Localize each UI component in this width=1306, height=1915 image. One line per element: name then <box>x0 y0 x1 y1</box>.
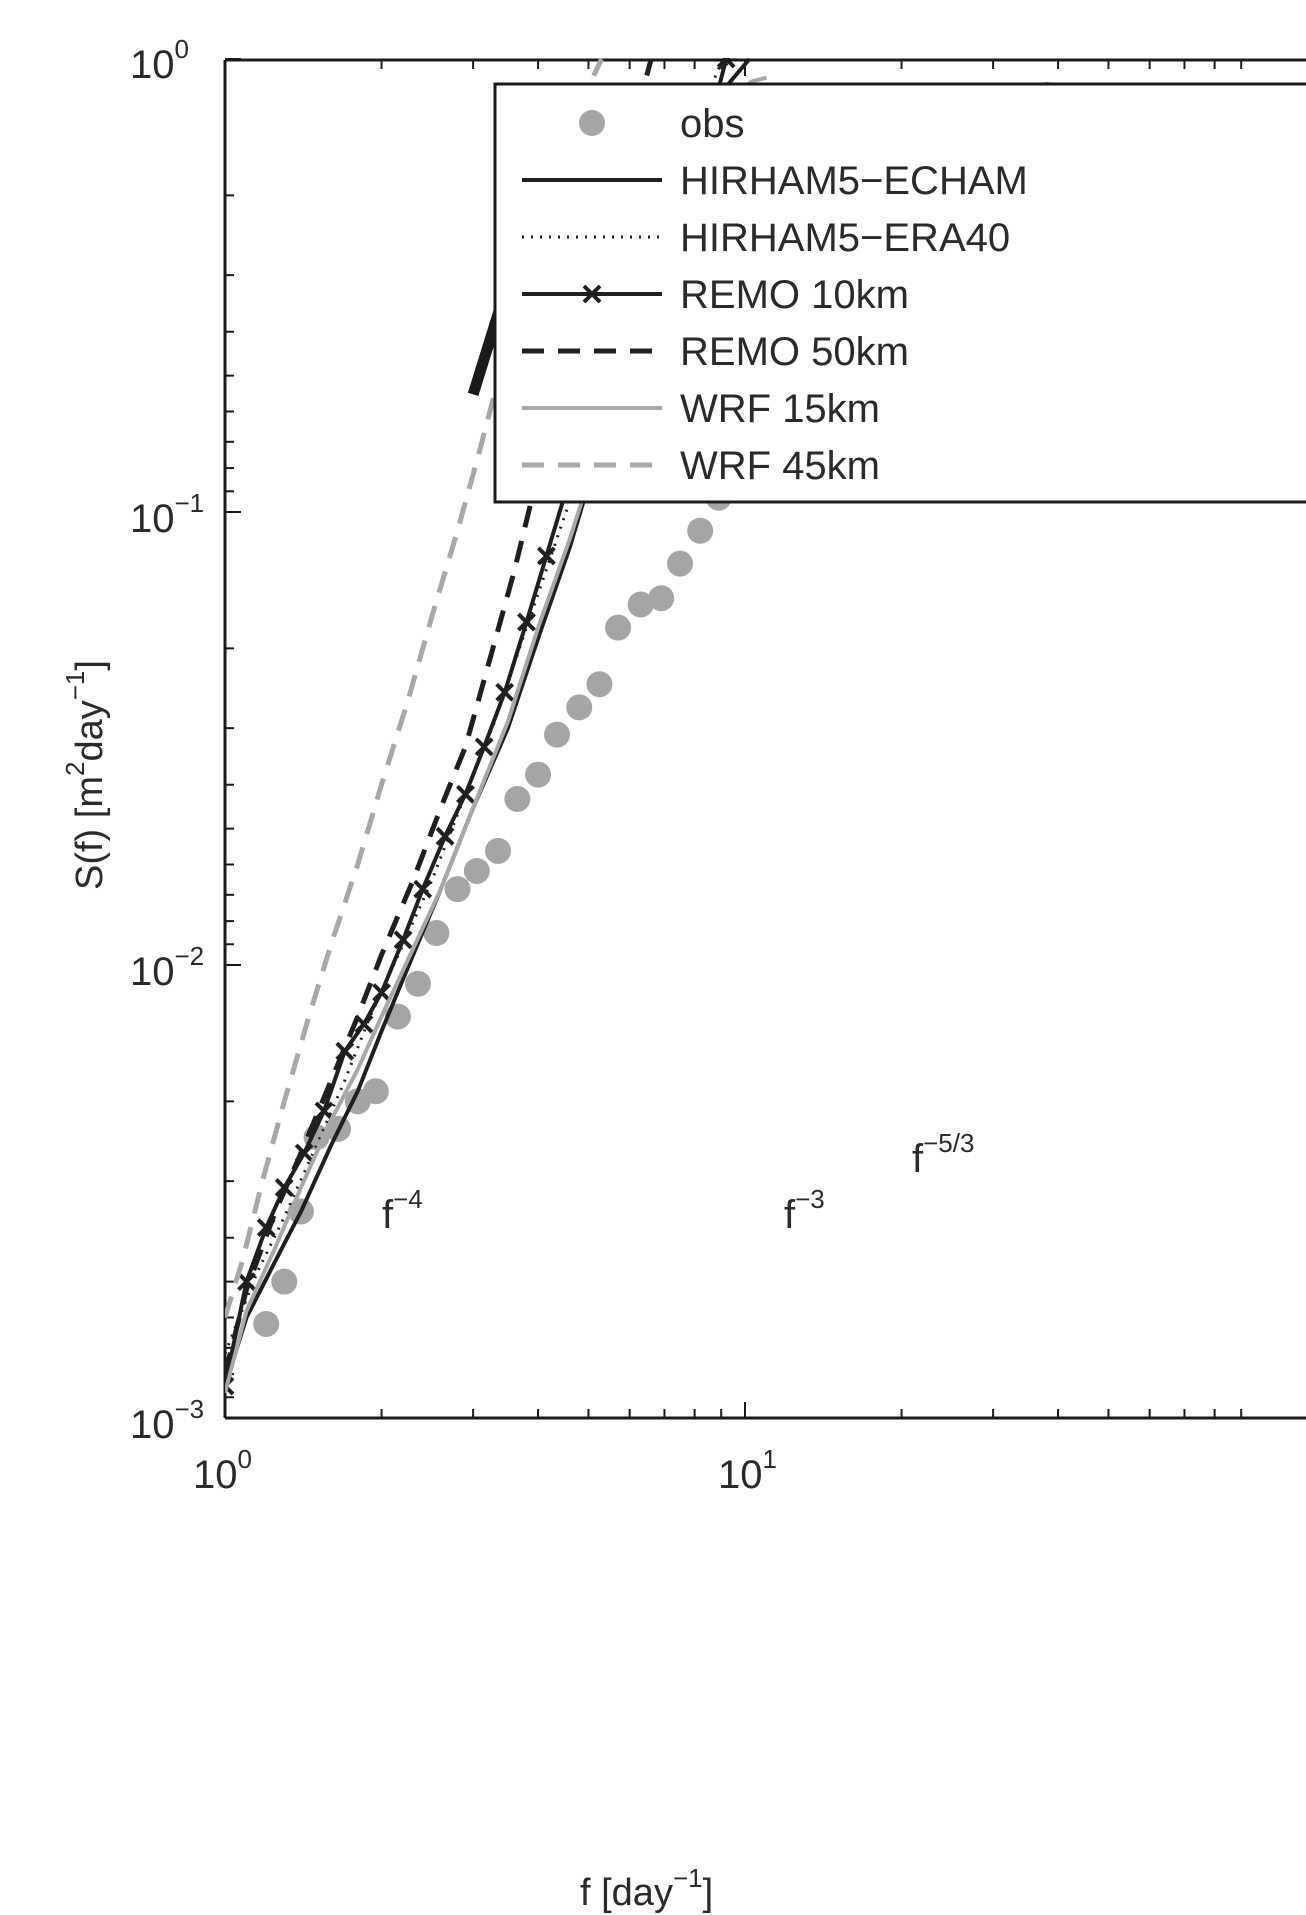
obs-point <box>253 1310 280 1337</box>
y-tick-label-3: 10−2 <box>130 941 204 994</box>
obs-point <box>566 694 593 721</box>
y-axis-label: S(f) [m2day−1] <box>60 660 111 890</box>
legend: obs HIRHAM5−ECHAM HIRHAM5−ERA40 REMO 10k… <box>493 82 1306 504</box>
slope-label-f-5-3: f−5/3 <box>912 1128 974 1181</box>
obs-point <box>504 785 531 812</box>
obs-point <box>362 1078 389 1105</box>
y-tick-label-1: 100 <box>130 34 189 87</box>
axes-frame <box>223 58 1306 1420</box>
axis-ticks <box>224 58 1243 1419</box>
remo-10km-marker <box>393 930 413 950</box>
obs-point <box>423 920 450 947</box>
legend-label-remo-50km: REMO 50km <box>680 330 909 374</box>
remo-10km-marker <box>517 612 536 632</box>
remo-10km-marker <box>435 826 455 846</box>
legend-label-wrf-15km: WRF 15km <box>680 387 880 431</box>
remo-10km-marker <box>314 1101 334 1121</box>
legend-label-wrf-45km: WRF 45km <box>680 444 880 488</box>
obs-point <box>544 721 571 748</box>
obs-point <box>485 837 512 864</box>
obs-point <box>525 761 552 788</box>
remo-10km-marker <box>372 983 391 1002</box>
obs-point <box>648 585 675 612</box>
slope-label-f-4: f−4 <box>382 1184 423 1237</box>
x-axis-label: f [day−1] <box>580 1863 713 1914</box>
legend-symbol-obs <box>579 110 605 136</box>
obs-point <box>404 970 431 997</box>
remo-10km-marker <box>225 1376 235 1396</box>
remo-10km-marker <box>495 682 515 702</box>
remo-10km-marker <box>237 1272 256 1292</box>
legend-label-remo-10km: REMO 10km <box>680 273 909 317</box>
remo-10km-marker <box>716 58 736 69</box>
obs-point <box>271 1268 298 1295</box>
legend-label-obs: obs <box>680 102 745 146</box>
remo-10km-marker <box>474 737 494 757</box>
legend-label-hirham5-echam: HIRHAM5−ECHAM <box>680 159 1028 203</box>
obs-point <box>444 876 471 903</box>
legend-symbols <box>522 110 662 468</box>
remo-10km-marker <box>456 784 475 804</box>
legend-x-marker <box>582 284 602 304</box>
remo-10km-marker <box>413 879 433 899</box>
y-tick-label-4: 10−3 <box>130 1394 204 1447</box>
x-tick-label-2: 101 <box>718 1444 777 1497</box>
obs-point <box>667 550 694 577</box>
x-tick-label-1: 100 <box>193 1444 252 1497</box>
remo-10km-marker <box>536 546 556 566</box>
slope-label-f-3: f−3 <box>784 1184 825 1237</box>
legend-label-hirham5-era40: HIRHAM5−ERA40 <box>680 216 1010 260</box>
y-tick-label-2: 10−1 <box>130 488 204 541</box>
obs-point <box>605 614 632 641</box>
obs-point <box>586 671 613 698</box>
obs-point <box>687 517 714 544</box>
obs-point <box>463 857 490 884</box>
obs-point <box>627 591 654 618</box>
